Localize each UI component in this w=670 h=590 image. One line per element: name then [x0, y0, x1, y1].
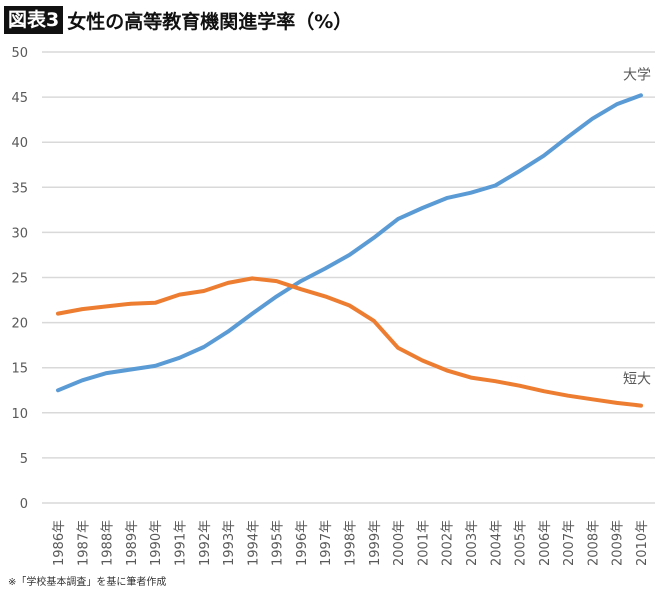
data-point [275, 279, 279, 283]
x-tick-label: 2001年 [416, 520, 431, 566]
y-tick-label: 45 [11, 91, 28, 106]
x-tick-label: 2003年 [465, 520, 480, 566]
x-tick-label: 2004年 [489, 520, 504, 566]
data-point [420, 358, 424, 362]
data-point [153, 364, 157, 368]
x-tick-label: 1992年 [198, 520, 213, 566]
data-point [56, 388, 60, 392]
data-point [493, 183, 497, 187]
data-point [445, 368, 449, 372]
y-tick-label: 25 [11, 272, 28, 287]
y-tick-label: 20 [11, 317, 28, 332]
x-tick-label: 1993年 [222, 520, 237, 566]
x-tick-label: 2006年 [538, 520, 553, 566]
series-line-大学 [56, 93, 643, 393]
x-tick-label: 2010年 [635, 520, 650, 566]
data-point [518, 169, 522, 173]
y-tick-label: 50 [11, 46, 28, 61]
data-point [129, 368, 133, 372]
data-point [566, 394, 570, 398]
data-point [250, 276, 254, 280]
x-tick-label: 1994年 [246, 520, 261, 566]
data-point [590, 117, 594, 121]
data-point [420, 206, 424, 210]
y-tick-label: 30 [11, 226, 28, 241]
x-tick-label: 2000年 [392, 520, 407, 566]
data-point [80, 307, 84, 311]
x-tick-label: 2008年 [586, 520, 601, 566]
x-tick-label: 2007年 [562, 520, 577, 566]
data-point [445, 196, 449, 200]
x-tick-label: 1996年 [295, 520, 310, 566]
y-tick-label: 40 [11, 136, 28, 151]
data-point [469, 191, 473, 195]
data-point [275, 294, 279, 298]
x-tick-label: 1998年 [344, 520, 359, 566]
y-tick-label: 10 [11, 407, 28, 422]
x-tick-label: 1997年 [319, 520, 334, 566]
data-point [348, 253, 351, 257]
data-point [396, 217, 400, 221]
data-point [226, 281, 230, 285]
x-tick-label: 1995年 [271, 520, 286, 566]
data-point [299, 287, 303, 291]
title-text: 女性の高等教育機関進学率（%） [67, 10, 353, 33]
data-point [153, 301, 157, 305]
data-point [177, 293, 181, 297]
x-tick-label: 2005年 [514, 520, 529, 566]
data-point [542, 154, 546, 158]
chart-title: 図表3 女性の高等教育機関進学率（%） [4, 6, 352, 34]
data-point [493, 379, 497, 383]
series-line-短大 [56, 276, 643, 408]
data-point [129, 302, 133, 306]
data-point [105, 371, 109, 375]
figure-badge: 図表3 [4, 6, 64, 34]
series-label: 短大 [623, 372, 651, 388]
x-tick-label: 1999年 [368, 520, 383, 566]
data-point [56, 312, 60, 316]
series-label: 大学 [623, 67, 651, 83]
y-tick-label: 35 [11, 181, 28, 196]
data-point [639, 404, 643, 408]
data-point [323, 294, 327, 298]
data-point [323, 266, 327, 270]
data-point [372, 319, 376, 323]
x-tick-label: 1987年 [76, 520, 91, 566]
data-point [226, 330, 230, 334]
data-point [396, 346, 400, 350]
data-point [372, 236, 376, 240]
data-point [615, 401, 619, 405]
data-point [177, 356, 181, 360]
y-tick-label: 15 [11, 362, 28, 377]
data-point [615, 102, 619, 106]
data-point [299, 279, 303, 283]
data-point [202, 289, 206, 293]
data-point [105, 304, 109, 308]
x-tick-label: 1986年 [52, 520, 67, 566]
data-point [348, 303, 351, 307]
data-point [518, 384, 522, 388]
x-tick-label: 1989年 [125, 520, 140, 566]
data-point [590, 397, 594, 401]
y-tick-label: 0 [20, 497, 28, 512]
data-point [250, 312, 254, 316]
footnote: ※「学校基本調査」を基に筆者作成 [8, 577, 167, 588]
data-point [202, 345, 206, 349]
x-tick-label: 1991年 [173, 520, 188, 566]
x-tick-label: 2002年 [441, 520, 456, 566]
y-tick-label: 5 [20, 452, 28, 467]
x-tick-label: 2009年 [611, 520, 626, 566]
data-point [542, 389, 546, 393]
data-point [80, 378, 84, 382]
x-tick-label: 1988年 [101, 520, 116, 566]
data-point [639, 93, 643, 97]
data-point [566, 135, 570, 139]
data-point [469, 376, 473, 380]
x-tick-label: 1990年 [149, 520, 164, 566]
